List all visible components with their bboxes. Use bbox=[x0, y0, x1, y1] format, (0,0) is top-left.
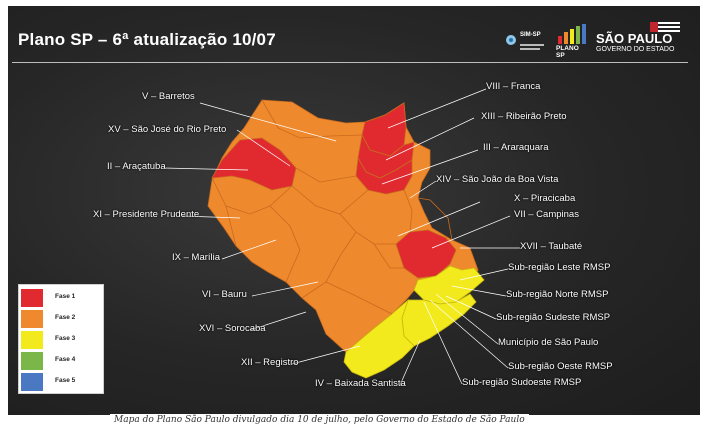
legend-swatch-fase3 bbox=[21, 331, 43, 349]
label-aracatuba: II – Araçatuba bbox=[107, 161, 166, 172]
legend-label-fase3: Fase 3 bbox=[55, 335, 76, 342]
legend-label-fase2: Fase 2 bbox=[55, 314, 76, 321]
phase-legend: Fase 1 Fase 2 Fase 3 Fase 4 Fase 5 bbox=[18, 284, 104, 394]
page-title: Plano SP – 6ª atualização 10/07 bbox=[18, 30, 276, 49]
label-subregiao-leste: Sub-região Leste RMSP bbox=[508, 262, 611, 273]
plano-sp-bars-icon bbox=[558, 24, 586, 44]
label-bauru: VI – Bauru bbox=[202, 289, 247, 300]
sp-logo-line2: GOVERNO DO ESTADO bbox=[596, 46, 675, 53]
label-sao-jose-do-rio-preto: XV – São José do Rio Preto bbox=[108, 124, 227, 135]
label-taubate: XVII – Taubaté bbox=[520, 241, 583, 252]
legend-item-fase1: Fase 1 bbox=[21, 289, 101, 307]
plano-sp-logo-text: PLANO SP bbox=[556, 45, 579, 59]
legend-label-fase5: Fase 5 bbox=[55, 377, 76, 384]
title-divider bbox=[12, 62, 688, 63]
region-rmsp bbox=[413, 265, 485, 305]
legend-label-fase1: Fase 1 bbox=[55, 293, 76, 300]
label-franca: VIII – Franca bbox=[486, 81, 541, 92]
label-subregiao-sudeste: Sub-região Sudeste RMSP bbox=[496, 312, 611, 323]
label-campinas: VII – Campinas bbox=[514, 209, 579, 220]
legend-label-fase4: Fase 4 bbox=[55, 356, 76, 363]
label-baixada-santista: IV – Baixada Santista bbox=[315, 378, 406, 389]
legend-item-fase3: Fase 3 bbox=[21, 331, 101, 349]
label-sao-joao-da-boa-vista: XIV – São João da Boa Vista bbox=[436, 174, 559, 185]
legend-item-fase4: Fase 4 bbox=[21, 352, 101, 370]
figure-caption: Mapa do Plano São Paulo divulgado dia 10… bbox=[110, 414, 529, 426]
region-campinas bbox=[395, 229, 457, 279]
simsp-logo: SIM-SP bbox=[504, 30, 548, 56]
legend-item-fase2: Fase 2 bbox=[21, 310, 101, 328]
label-presidente-prudente: XI – Presidente Prudente bbox=[93, 209, 200, 220]
plano-sp-logo: PLANO SP bbox=[554, 24, 588, 59]
label-sorocaba: XVI – Sorocaba bbox=[199, 323, 266, 334]
legend-item-fase5: Fase 5 bbox=[21, 373, 101, 391]
region-araraquara bbox=[355, 156, 413, 195]
sp-flag-stripes-icon bbox=[650, 22, 680, 32]
label-registro: XII – Registro bbox=[241, 357, 299, 368]
label-subregiao-oeste: Sub-região Oeste RMSP bbox=[508, 361, 613, 372]
label-subregiao-norte: Sub-região Norte RMSP bbox=[506, 289, 609, 300]
simsp-logo-text: SIM-SP bbox=[520, 32, 541, 38]
leader-lines bbox=[163, 88, 520, 386]
legend-swatch-fase4 bbox=[21, 352, 43, 370]
label-ribeirao-preto: XIII – Ribeirão Preto bbox=[481, 111, 567, 122]
region-shapes bbox=[207, 99, 485, 379]
label-barretos: V – Barretos bbox=[142, 91, 195, 102]
sao-paulo-government-logo: SÃO PAULO GOVERNO DO ESTADO bbox=[594, 22, 688, 56]
legend-swatch-fase5 bbox=[21, 373, 43, 391]
label-municipio-sao-paulo: Município de São Paulo bbox=[498, 337, 599, 348]
label-marilia: IX – Marília bbox=[172, 252, 221, 263]
legend-swatch-fase2 bbox=[21, 310, 43, 328]
legend-swatch-fase1 bbox=[21, 289, 43, 307]
label-araraquara: III – Araraquara bbox=[483, 142, 549, 153]
sp-logo-line1: SÃO PAULO bbox=[596, 31, 673, 46]
label-subregiao-sudoeste: Sub-região Sudoeste RMSP bbox=[462, 377, 582, 388]
label-piracicaba: X – Piracicaba bbox=[514, 193, 576, 204]
region-borders bbox=[211, 99, 453, 315]
simsp-logo-icon bbox=[506, 35, 544, 50]
